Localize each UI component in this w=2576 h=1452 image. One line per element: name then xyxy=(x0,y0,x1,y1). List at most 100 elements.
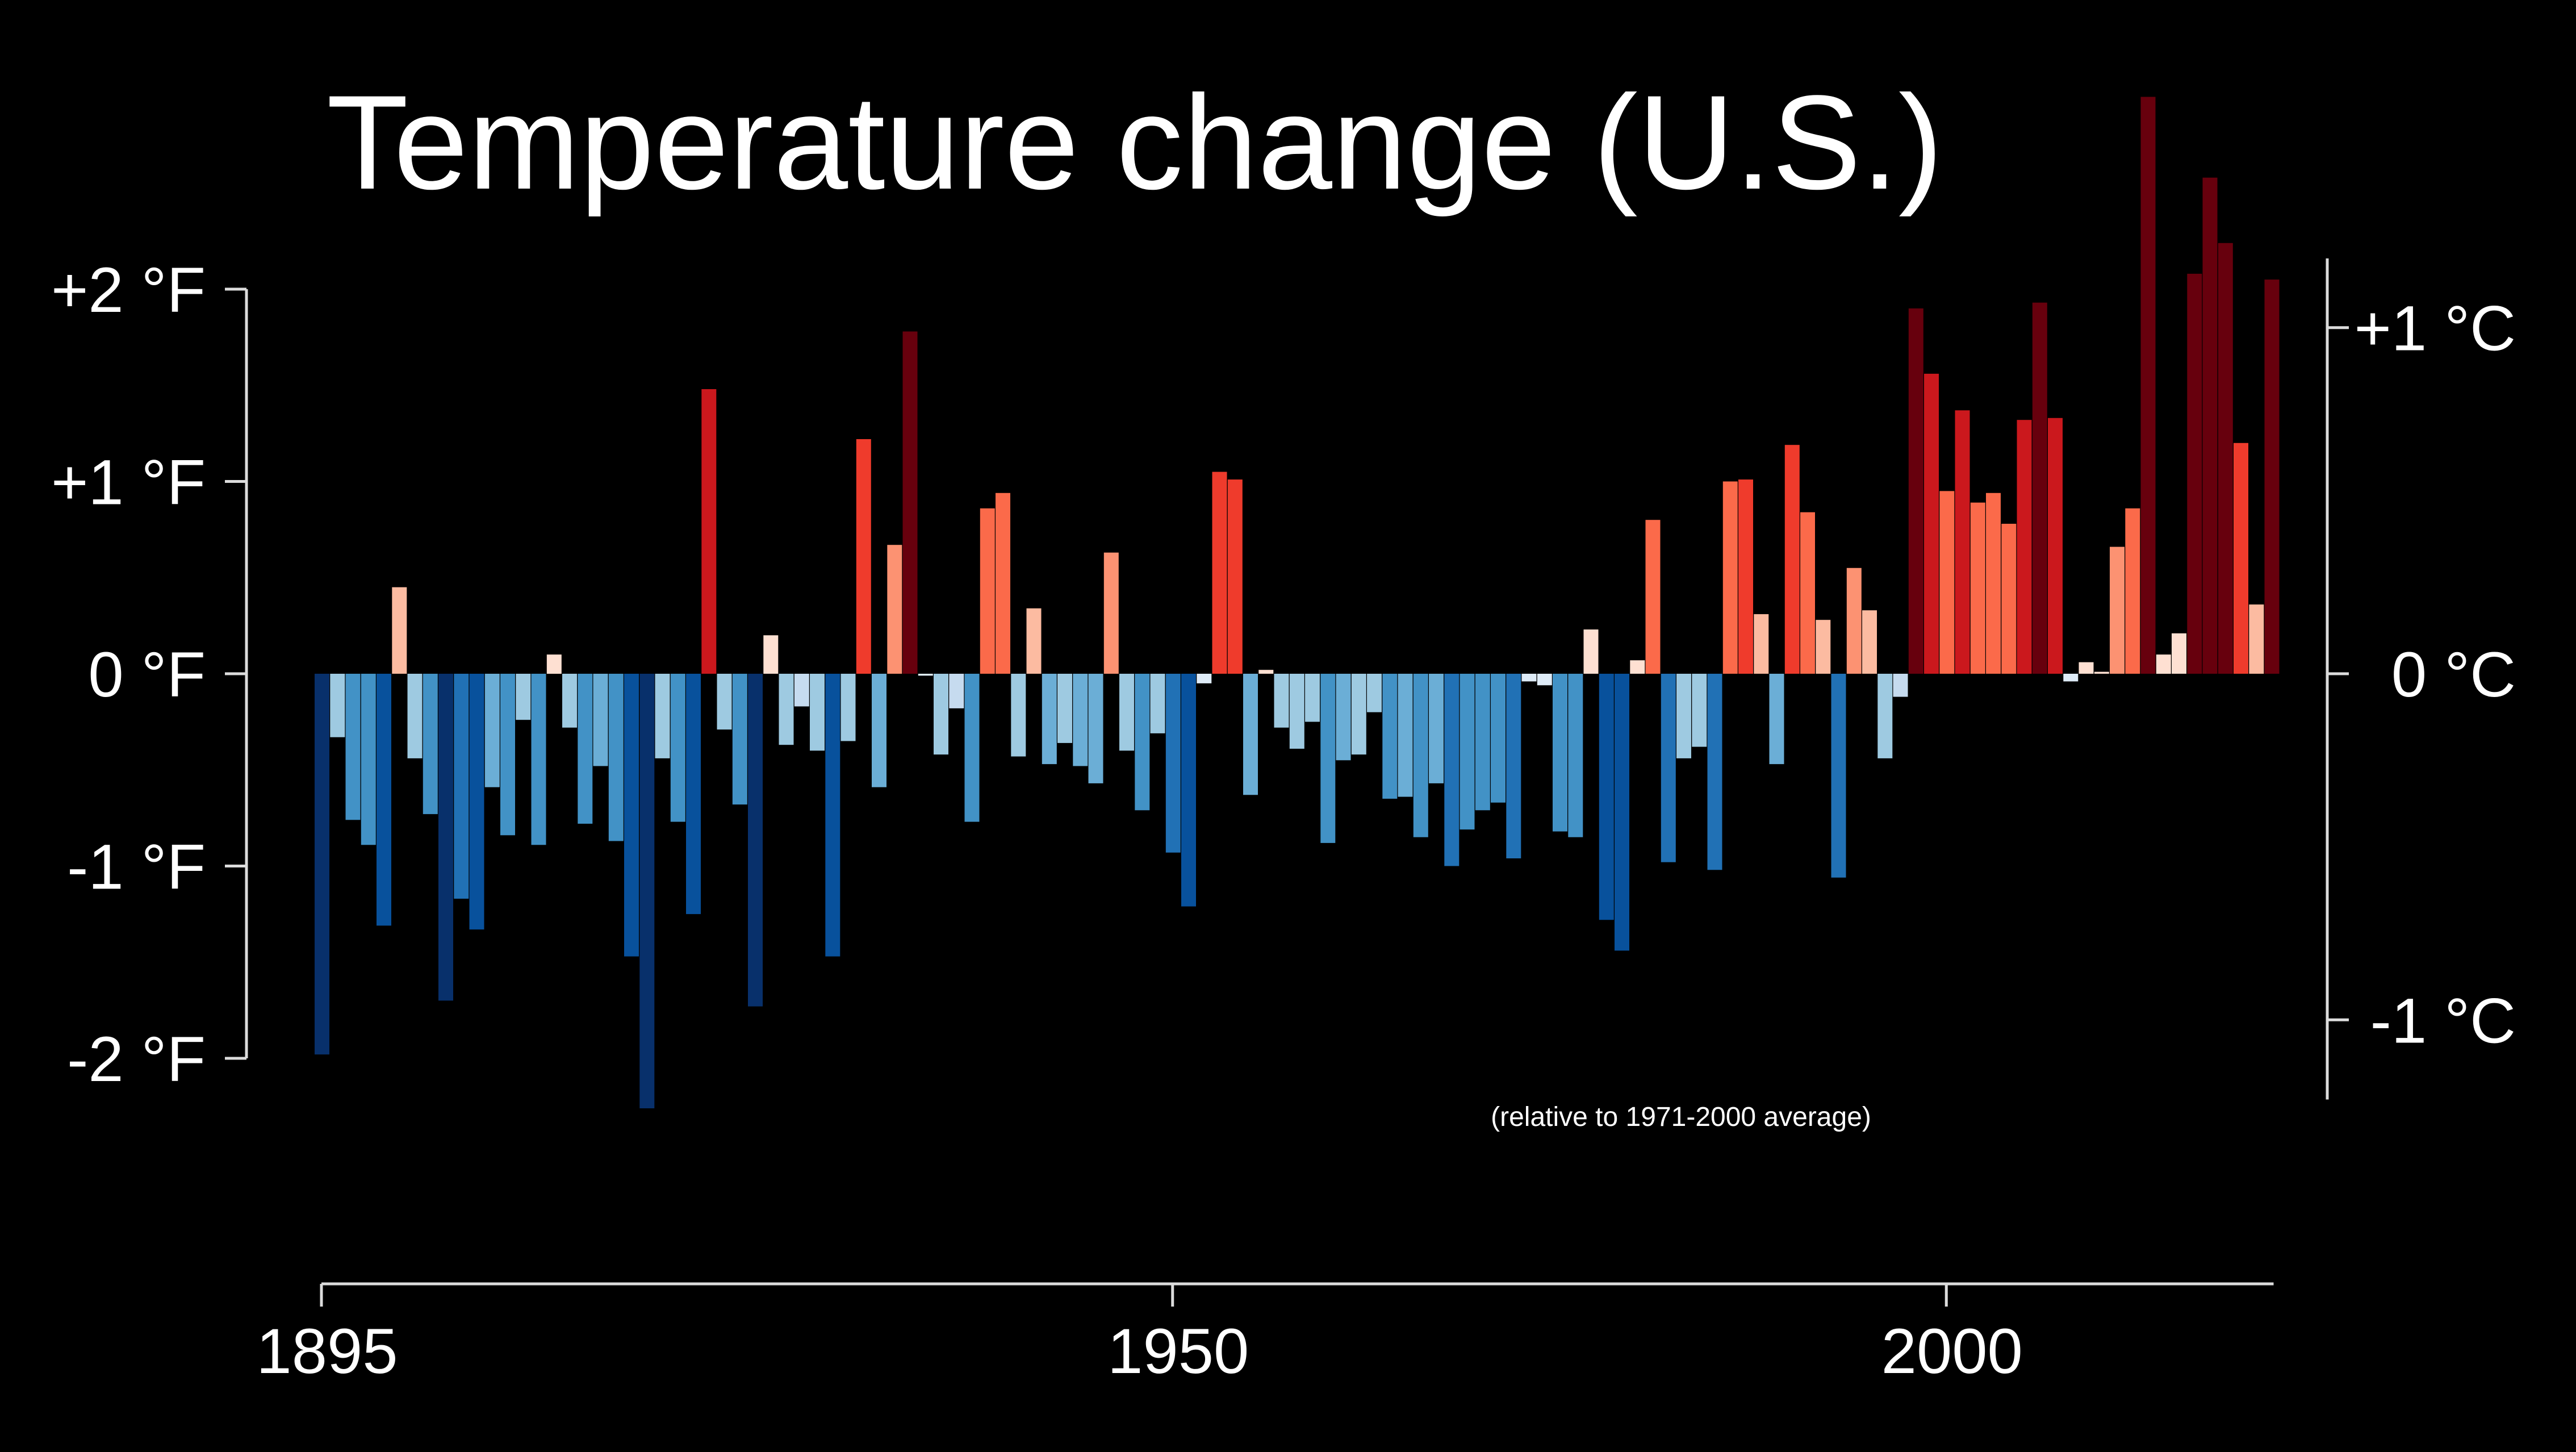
bar-2007 xyxy=(2048,418,2063,674)
bar-1925 xyxy=(779,674,794,745)
bar-1917 xyxy=(655,674,670,758)
left-tick-label: +1 °F xyxy=(51,447,206,518)
right-tick-label: 0 °C xyxy=(2391,639,2516,710)
bar-1918 xyxy=(670,674,685,822)
bar-1924 xyxy=(763,635,779,674)
bar-1975 xyxy=(1553,674,1567,832)
bar-1959 xyxy=(1305,674,1320,722)
bar-1926 xyxy=(794,674,809,707)
bar-1982 xyxy=(1661,674,1676,862)
bar-1932 xyxy=(887,545,902,674)
bar-1991 xyxy=(1800,512,1815,674)
left-tick-label: -1 °F xyxy=(67,832,206,903)
bar-1906 xyxy=(484,674,500,787)
bar-1990 xyxy=(1784,445,1800,674)
bar-1977 xyxy=(1583,629,1599,674)
bar-1960 xyxy=(1320,674,1336,843)
bar-2009 xyxy=(2079,662,2094,674)
bar-1988 xyxy=(1754,614,1769,674)
bar-1972 xyxy=(1506,674,1521,858)
bar-1897 xyxy=(345,674,361,820)
bar-1962 xyxy=(1351,674,1366,755)
bar-1993 xyxy=(1831,674,1846,878)
bar-1914 xyxy=(608,674,624,841)
bar-1908 xyxy=(516,674,531,720)
bar-1983 xyxy=(1676,674,1691,758)
bar-1954 xyxy=(1227,479,1243,674)
bar-1898 xyxy=(361,674,376,845)
bar-1921 xyxy=(717,674,732,730)
bar-1929 xyxy=(840,674,856,741)
bar-1920 xyxy=(701,389,717,674)
bar-1985 xyxy=(1707,674,1722,870)
bar-1971 xyxy=(1491,674,1506,803)
bar-1946 xyxy=(1103,552,1119,674)
bar-2005 xyxy=(2017,420,2032,674)
bar-1966 xyxy=(1413,674,1428,837)
bar-1909 xyxy=(531,674,546,845)
bar-2003 xyxy=(1986,493,2001,674)
bar-1944 xyxy=(1073,674,1088,766)
bar-1963 xyxy=(1367,674,1382,712)
bar-2002 xyxy=(1970,502,1985,674)
bar-1931 xyxy=(872,674,886,787)
x-tick-label: 2000 xyxy=(1881,1316,2023,1387)
bar-1995 xyxy=(1862,610,1877,674)
bar-1935 xyxy=(934,674,948,755)
bar-1953 xyxy=(1212,472,1227,674)
bar-1942 xyxy=(1042,674,1057,765)
bar-2010 xyxy=(2094,671,2109,674)
bar-1965 xyxy=(1398,674,1413,797)
bar-2017 xyxy=(2202,177,2218,674)
right-axis-celsius: +1 °C 0 °C -1 °C xyxy=(2326,258,2516,1100)
x-tick-label: 1895 xyxy=(256,1316,398,1387)
bar-1938 xyxy=(980,508,995,674)
bar-2014 xyxy=(2156,654,2171,674)
bar-1989 xyxy=(1769,674,1784,765)
bar-1956 xyxy=(1258,670,1274,674)
chart-title: Temperature change (U.S.) xyxy=(327,68,1943,218)
bar-1937 xyxy=(964,674,980,822)
baseline-annotation: (relative to 1971-2000 average) xyxy=(1491,1102,1871,1132)
bar-2016 xyxy=(2187,273,2202,674)
bar-1967 xyxy=(1429,674,1444,783)
bar-1933 xyxy=(902,331,918,674)
bar-2004 xyxy=(2001,524,2017,674)
bar-1980 xyxy=(1630,660,1645,674)
bar-1955 xyxy=(1243,674,1258,795)
x-axis-years: 1895 1950 2000 xyxy=(256,1282,2274,1387)
bar-1927 xyxy=(810,674,825,751)
bar-2019 xyxy=(2234,443,2248,674)
bar-1947 xyxy=(1119,674,1134,751)
bar-1987 xyxy=(1738,479,1753,674)
bar-1986 xyxy=(1722,481,1738,674)
bar-1961 xyxy=(1336,674,1351,761)
bar-1900 xyxy=(392,587,407,674)
bar-1922 xyxy=(732,674,747,805)
bar-1976 xyxy=(1568,674,1583,837)
bar-1945 xyxy=(1088,674,1103,783)
bar-1970 xyxy=(1475,674,1490,811)
bars-group xyxy=(315,97,2280,1108)
left-axis-fahrenheit: +2 °F +1 °F 0 °F -1 °F -2 °F xyxy=(51,254,248,1095)
bar-1974 xyxy=(1537,674,1552,686)
bar-1984 xyxy=(1692,674,1707,747)
bar-1996 xyxy=(1877,674,1893,758)
bar-2021 xyxy=(2264,279,2280,674)
bar-2001 xyxy=(1955,410,1970,674)
bar-1912 xyxy=(578,674,593,824)
bar-1997 xyxy=(1893,674,1908,697)
bar-1948 xyxy=(1135,674,1150,811)
bar-1907 xyxy=(500,674,515,836)
bar-1913 xyxy=(593,674,608,766)
bar-2012 xyxy=(2125,508,2140,674)
bar-1999 xyxy=(1924,373,1939,674)
bar-1915 xyxy=(624,674,639,957)
bar-1916 xyxy=(639,674,655,1108)
right-tick-label: -1 °C xyxy=(2370,985,2516,1056)
bar-2006 xyxy=(2032,302,2047,674)
bar-1905 xyxy=(469,674,484,930)
bar-1941 xyxy=(1026,608,1042,674)
